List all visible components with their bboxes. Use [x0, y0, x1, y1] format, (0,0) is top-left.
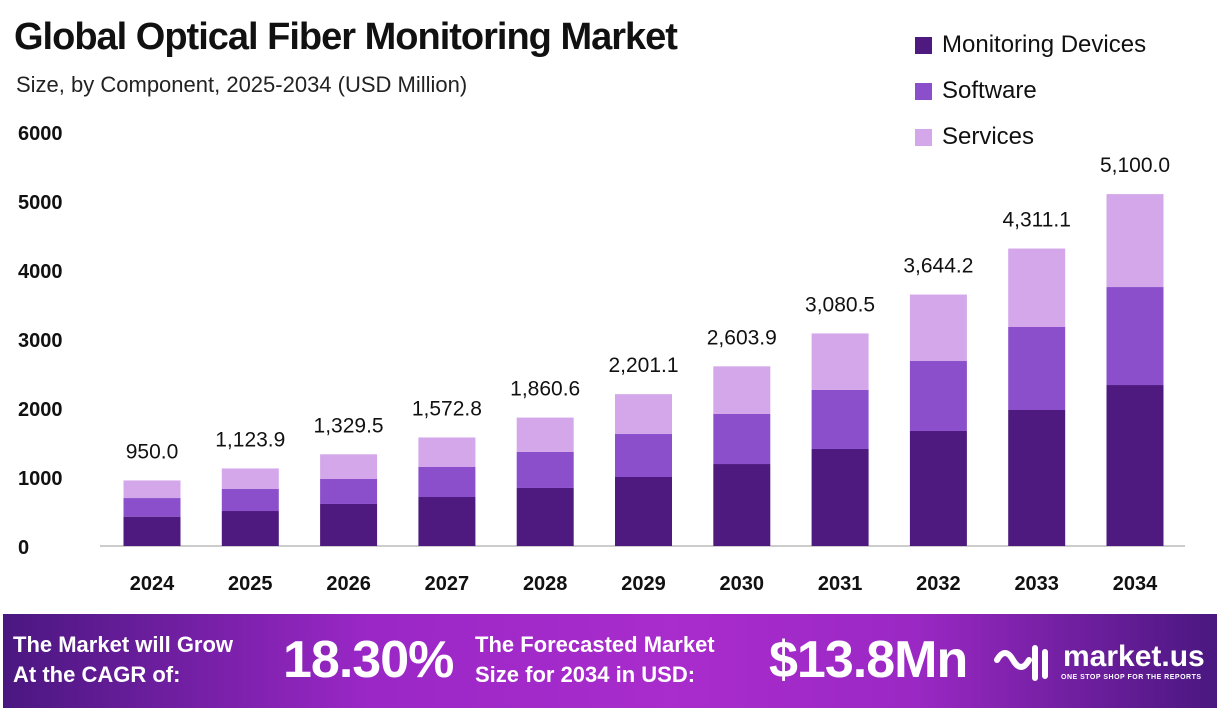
market-us-logo-icon: [994, 645, 1048, 681]
forecast-label: The Forecasted Market Size for 2034 in US…: [475, 630, 715, 690]
x-tick-label: 2030: [720, 573, 765, 595]
x-tick-label: 2029: [621, 573, 666, 595]
bar-segment-software: [909, 361, 967, 431]
bar-segment-monitoring-devices: [320, 503, 378, 546]
bar-segment-monitoring-devices: [221, 511, 279, 546]
data-label: 3,644.2: [903, 255, 973, 278]
y-tick-label: 2000: [18, 399, 63, 421]
bar-segment-services: [615, 394, 672, 435]
data-label: 5,100.0: [1100, 154, 1170, 177]
data-label: 1,572.8: [412, 397, 482, 420]
chart-title: Global Optical Fiber Monitoring Market: [14, 16, 678, 58]
x-tick-label: 2024: [130, 573, 175, 595]
bar-segment-services: [123, 480, 181, 499]
bar-segment-services: [811, 333, 869, 390]
cagr-label-line1: The Market will Grow: [13, 632, 234, 657]
x-tick-label: 2033: [1014, 573, 1059, 595]
bar-segment-monitoring-devices: [909, 430, 967, 546]
forecast-value: $13.8Mn: [769, 631, 968, 689]
data-label: 2,201.1: [608, 354, 678, 377]
bar-segment-services: [909, 294, 967, 362]
forecast-label-line2: Size for 2034 in USD:: [475, 662, 696, 687]
legend: Monitoring Devices Software Services: [915, 22, 1146, 160]
x-tick-label: 2034: [1113, 573, 1158, 595]
y-tick-label: 4000: [18, 261, 63, 283]
bar-segment-services: [221, 468, 279, 490]
bar-segment-software: [516, 451, 574, 488]
legend-label: Monitoring Devices: [942, 31, 1147, 58]
bar-segment-software: [713, 414, 771, 465]
legend-swatch: [915, 36, 932, 54]
x-tick-label: 2031: [818, 573, 863, 595]
bar-segment-services: [516, 417, 574, 452]
logo-text: market.us: [1063, 640, 1205, 673]
logo-tagline: ONE STOP SHOP FOR THE REPORTS: [1061, 674, 1202, 681]
y-tick-label: 5000: [18, 192, 63, 214]
y-tick-label: 6000: [18, 123, 63, 145]
data-label: 2,603.9: [707, 326, 777, 349]
data-label: 950.0: [126, 440, 179, 463]
x-tick-label: 2027: [425, 573, 470, 595]
bar-segment-services: [320, 454, 378, 480]
data-label: 4,311.1: [1002, 209, 1071, 232]
bar-segment-software: [811, 389, 869, 449]
cagr-value: 18.30%: [283, 631, 454, 689]
x-tick-label: 2028: [523, 573, 568, 595]
bar-segment-software: [320, 479, 378, 504]
bar-segment-monitoring-devices: [811, 448, 869, 546]
bar-segment-monitoring-devices: [123, 516, 181, 546]
x-tick-label: 2032: [916, 573, 961, 595]
y-tick-label: 1000: [18, 468, 63, 490]
y-tick-label: 0: [18, 537, 29, 559]
data-label: 1,123.9: [215, 428, 285, 451]
legend-swatch: [915, 128, 932, 146]
x-tick-label: 2025: [228, 573, 273, 595]
chart-subtitle: Size, by Component, 2025-2034 (USD Milli…: [16, 72, 468, 97]
x-tick-label: 2026: [326, 573, 371, 595]
cagr-label-line2: At the CAGR of:: [13, 662, 181, 687]
bar-segment-software: [1008, 326, 1066, 411]
bar-segment-software: [615, 434, 672, 477]
bar-segment-monitoring-devices: [516, 487, 574, 546]
summary-banner: The Market will Grow At the CAGR of: 18.3…: [3, 614, 1217, 708]
bar-segment-software: [418, 466, 476, 498]
legend-item-services: Services: [915, 114, 1146, 160]
bar-segment-services: [713, 366, 771, 415]
bar-segment-monitoring-devices: [615, 477, 672, 546]
bar-segment-software: [1106, 287, 1164, 386]
bar-segment-monitoring-devices: [1106, 385, 1164, 546]
bar-segment-software: [221, 489, 279, 512]
bar-segment-monitoring-devices: [713, 464, 771, 546]
stacked-bar-chart: 0 1000 2000 3000 4000 5000 6000 950.0 2024 1,123.…: [18, 123, 1185, 595]
bar-segment-monitoring-devices: [418, 497, 476, 546]
data-label: 3,080.5: [805, 293, 875, 316]
y-tick-label: 3000: [18, 330, 63, 352]
bar-segment-services: [1106, 194, 1164, 288]
bar-segment-services: [418, 437, 476, 467]
bar-segment-services: [1008, 248, 1066, 327]
data-label: 1,329.5: [314, 414, 384, 437]
forecast-label-line1: The Forecasted Market: [475, 632, 715, 657]
bar-segment-monitoring-devices: [1008, 410, 1066, 546]
legend-label: Software: [942, 77, 1037, 104]
data-label: 1,860.6: [510, 378, 580, 401]
legend-swatch: [915, 82, 932, 100]
bar-segment-software: [123, 498, 181, 517]
cagr-label: The Market will Grow At the CAGR of:: [13, 630, 233, 690]
legend-item-software: Software: [915, 68, 1146, 114]
legend-item-monitoring-devices: Monitoring Devices: [915, 22, 1146, 68]
legend-label: Services: [942, 123, 1035, 150]
